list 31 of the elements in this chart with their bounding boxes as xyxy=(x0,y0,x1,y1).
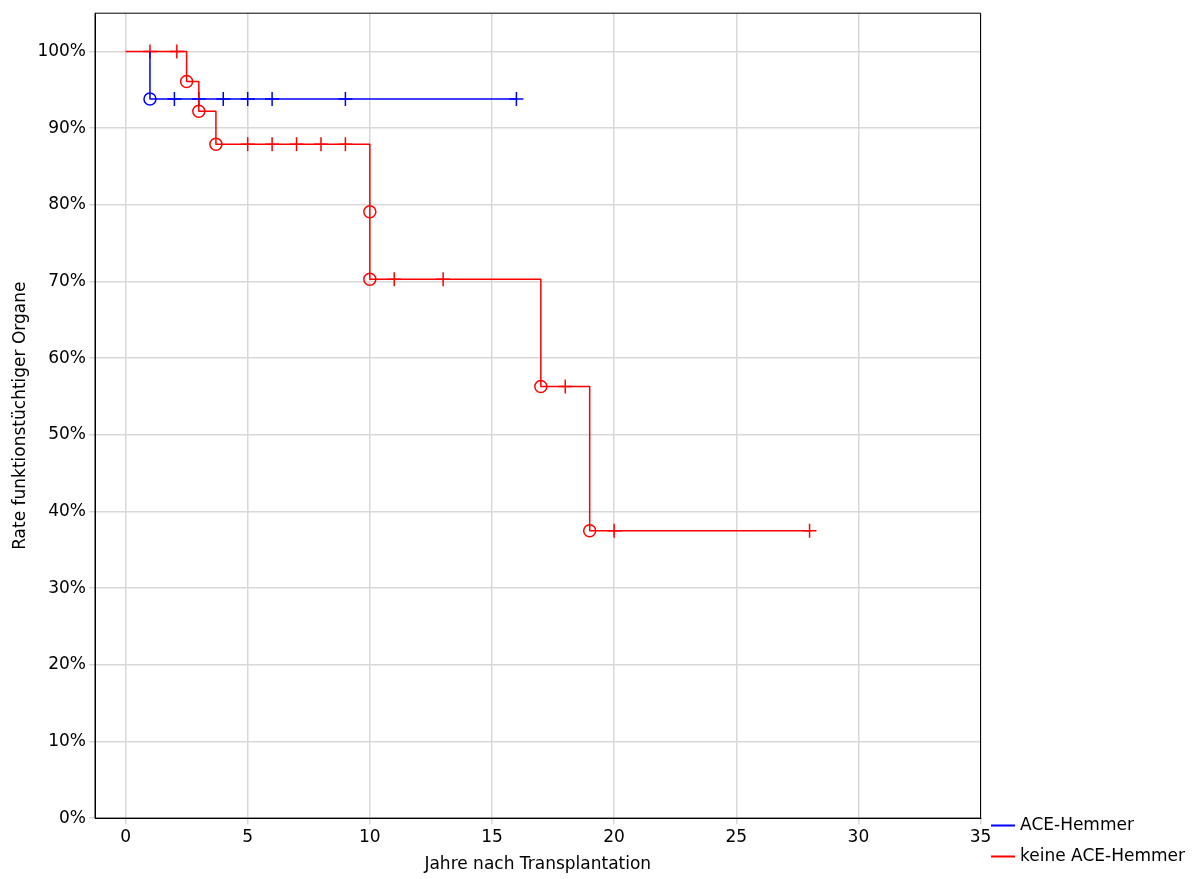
point xyxy=(192,104,206,119)
y-tick-label: 20% xyxy=(48,653,86,674)
x-tick-label: 25 xyxy=(725,825,748,846)
legend-label: keine ACE-Hemmer xyxy=(1020,844,1186,865)
y-tick-label: 80% xyxy=(48,193,86,214)
y-tick-label: 40% xyxy=(48,499,86,520)
x-tick-label: 30 xyxy=(847,825,870,846)
x-tick-label: 15 xyxy=(481,825,503,846)
y-axis-title: Rate funktionstüchtiger Organe xyxy=(8,281,29,550)
x-tick-label: 20 xyxy=(603,825,625,846)
y-tick-label: 0% xyxy=(59,806,86,827)
y-tick-label: 60% xyxy=(48,346,86,367)
x-tick-label: 0 xyxy=(120,825,131,846)
y-tick-label: 70% xyxy=(48,269,86,290)
y-tick-label: 50% xyxy=(48,423,86,444)
point xyxy=(534,379,548,394)
point xyxy=(209,137,223,152)
point xyxy=(143,92,157,106)
x-axis-title: Jahre nach Transplantation xyxy=(423,853,652,874)
x-tick-label: 5 xyxy=(242,825,254,846)
point xyxy=(363,272,377,286)
point xyxy=(363,205,377,219)
y-tick-label: 90% xyxy=(48,116,86,137)
x-tick-label: 10 xyxy=(359,825,381,846)
legend-label: ACE-Hemmer xyxy=(1020,813,1134,834)
y-tick-label: 100% xyxy=(37,39,86,60)
y-tick-label: 10% xyxy=(48,729,86,750)
point xyxy=(582,523,597,538)
x-tick-label: 35 xyxy=(969,825,992,846)
y-tick-label: 30% xyxy=(48,576,86,597)
point xyxy=(179,74,194,89)
